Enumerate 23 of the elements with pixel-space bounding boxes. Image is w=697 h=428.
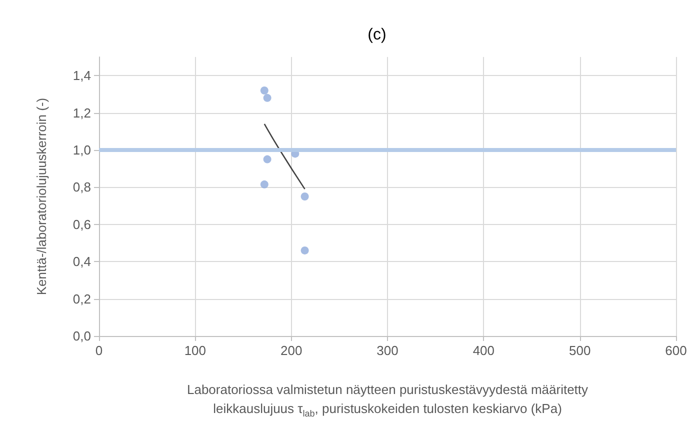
y-tick-label: 0,8 — [72, 180, 91, 195]
y-tick-label: 1,0 — [72, 142, 91, 158]
y-tick-label: 1,2 — [72, 105, 91, 120]
x-tick-label: 300 — [376, 343, 398, 358]
point — [300, 246, 309, 254]
y-tick-label: 1,4 — [72, 68, 91, 84]
x-tick-label: 500 — [568, 343, 591, 358]
y-tick-label: 0,6 — [72, 216, 91, 232]
point — [260, 86, 268, 94]
chart-title: (c) — [368, 26, 386, 44]
x-tick-label: 600 — [665, 343, 687, 358]
point — [260, 180, 268, 188]
point — [263, 94, 272, 102]
y-tick-label: 0,4 — [72, 254, 91, 270]
x-tick-label: 100 — [184, 343, 206, 358]
y-tick-label: 0,0 — [72, 328, 91, 344]
x-tick-label: 200 — [280, 343, 302, 358]
point — [300, 192, 309, 200]
x-tick-label: 0 — [95, 343, 103, 358]
x-tick-label: 400 — [472, 343, 495, 358]
point — [263, 155, 272, 164]
y-tick-label: 0,2 — [72, 291, 91, 306]
y-axis-title: Kenttä-/laboratoriolujuuskerroin (-) — [34, 98, 49, 296]
